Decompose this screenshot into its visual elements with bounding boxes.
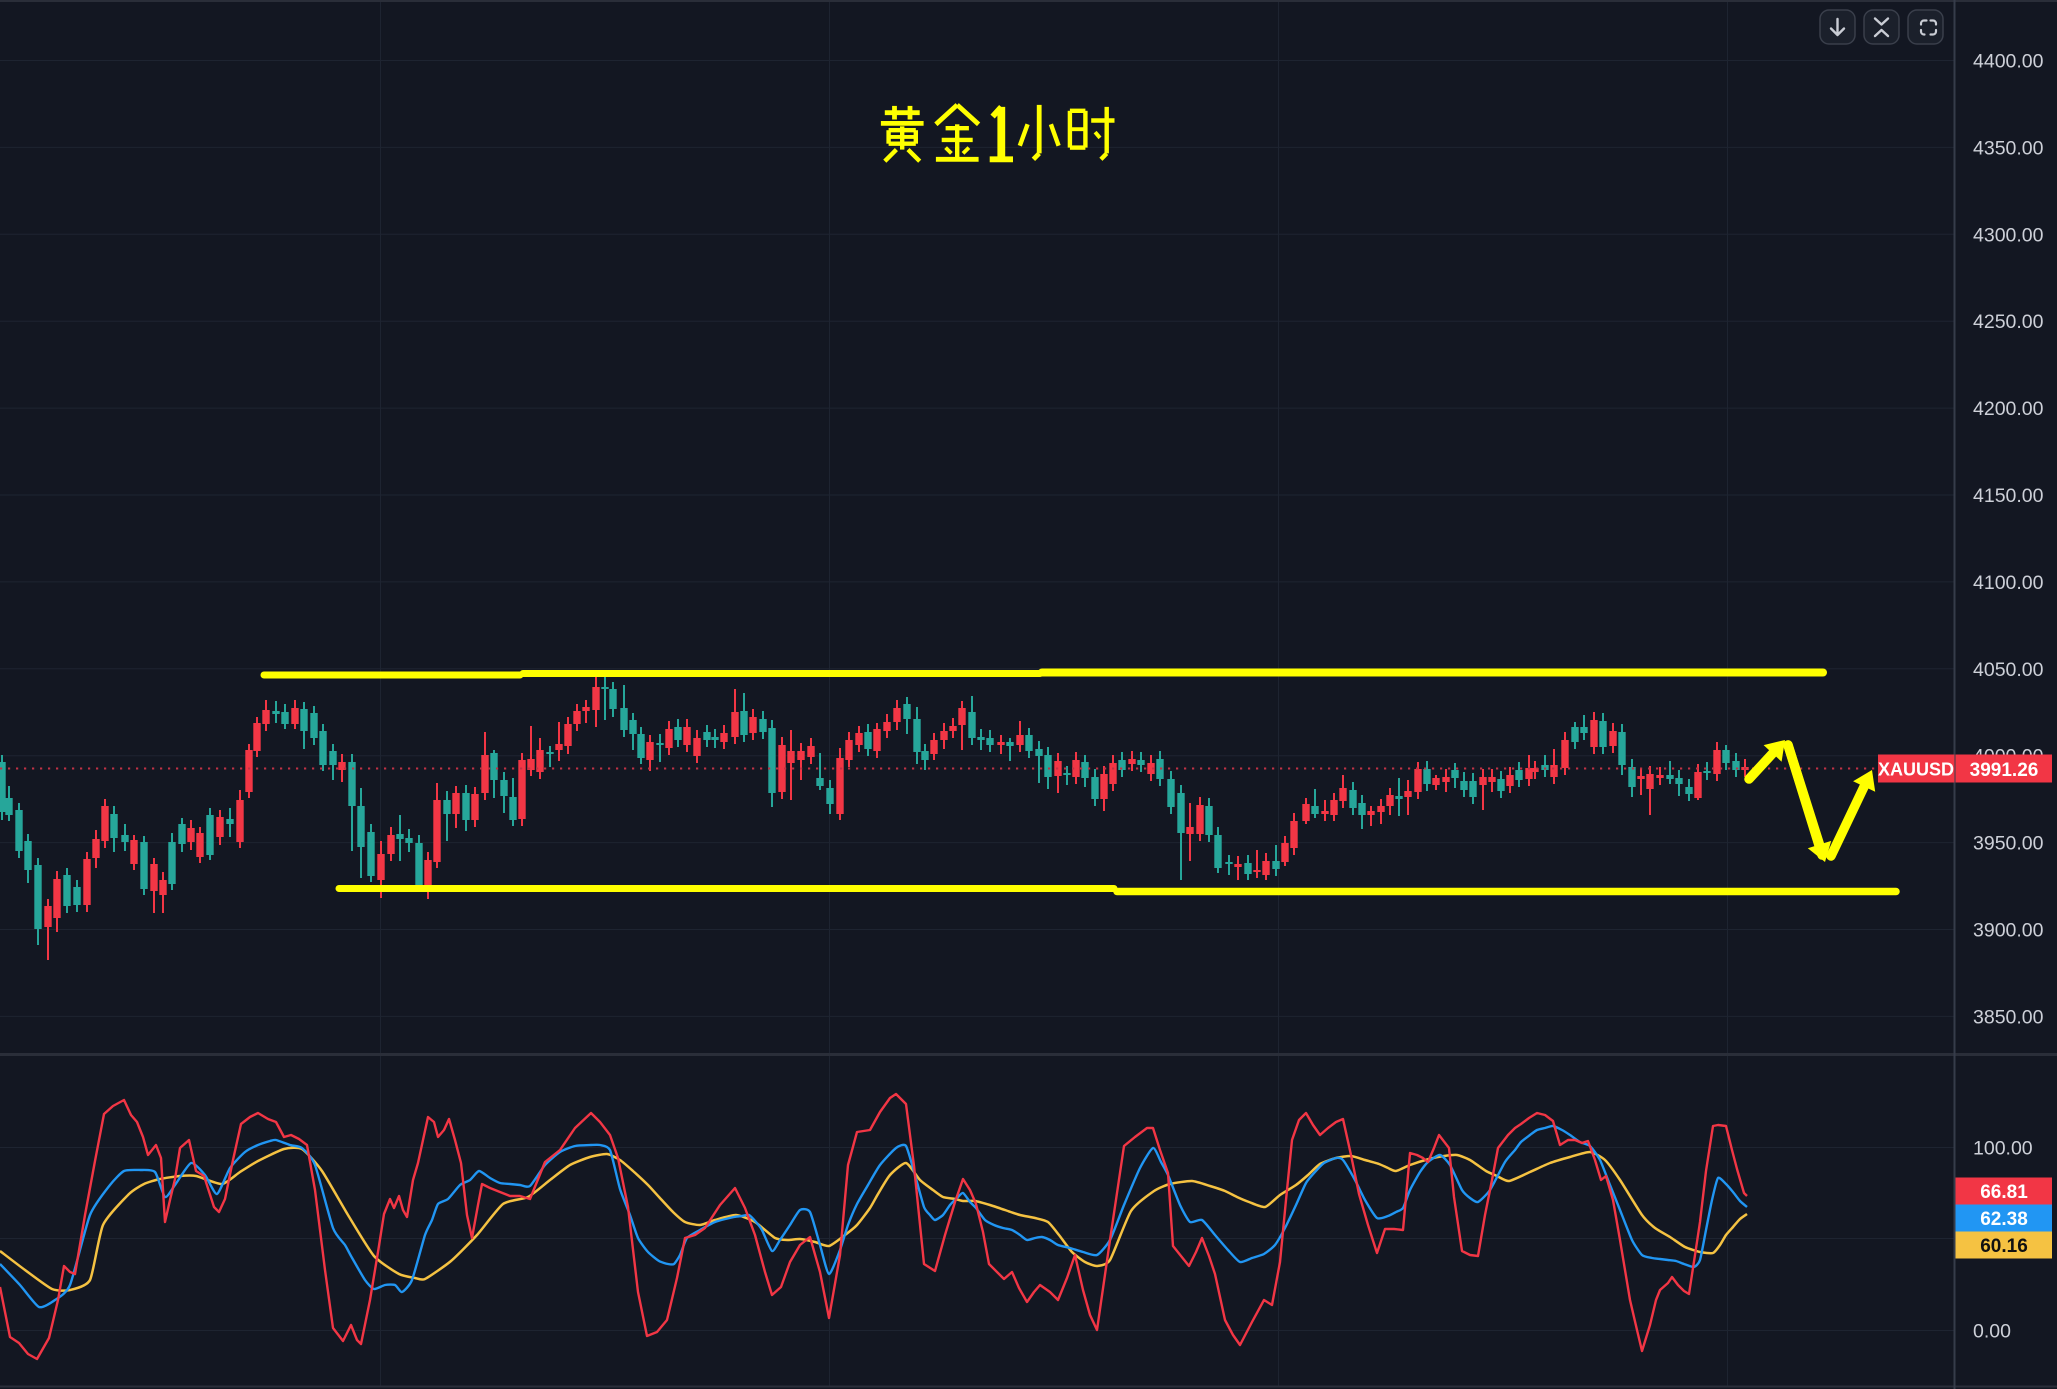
svg-text:62.38: 62.38 [1980, 1209, 2028, 1230]
svg-text:3850.00: 3850.00 [1973, 1006, 2044, 1028]
svg-text:XAUUSD: XAUUSD [1878, 760, 1954, 780]
svg-text:4100.00: 4100.00 [1973, 572, 2044, 594]
svg-text:100.00: 100.00 [1973, 1138, 2033, 1160]
svg-text:4150.00: 4150.00 [1973, 485, 2044, 507]
svg-text:4250.00: 4250.00 [1973, 311, 2044, 333]
svg-text:0.00: 0.00 [1973, 1321, 2011, 1343]
svg-text:4400.00: 4400.00 [1973, 51, 2044, 73]
svg-text:4050.00: 4050.00 [1973, 659, 2044, 681]
svg-text:3991.26: 3991.26 [1970, 760, 2039, 781]
svg-text:60.16: 60.16 [1980, 1236, 2028, 1257]
svg-text:3950.00: 3950.00 [1973, 833, 2044, 855]
svg-text:4300.00: 4300.00 [1973, 224, 2044, 246]
svg-text:4350.00: 4350.00 [1973, 137, 2044, 159]
svg-text:4200.00: 4200.00 [1973, 398, 2044, 420]
svg-text:3900.00: 3900.00 [1973, 920, 2044, 942]
svg-text:66.81: 66.81 [1980, 1182, 2028, 1203]
